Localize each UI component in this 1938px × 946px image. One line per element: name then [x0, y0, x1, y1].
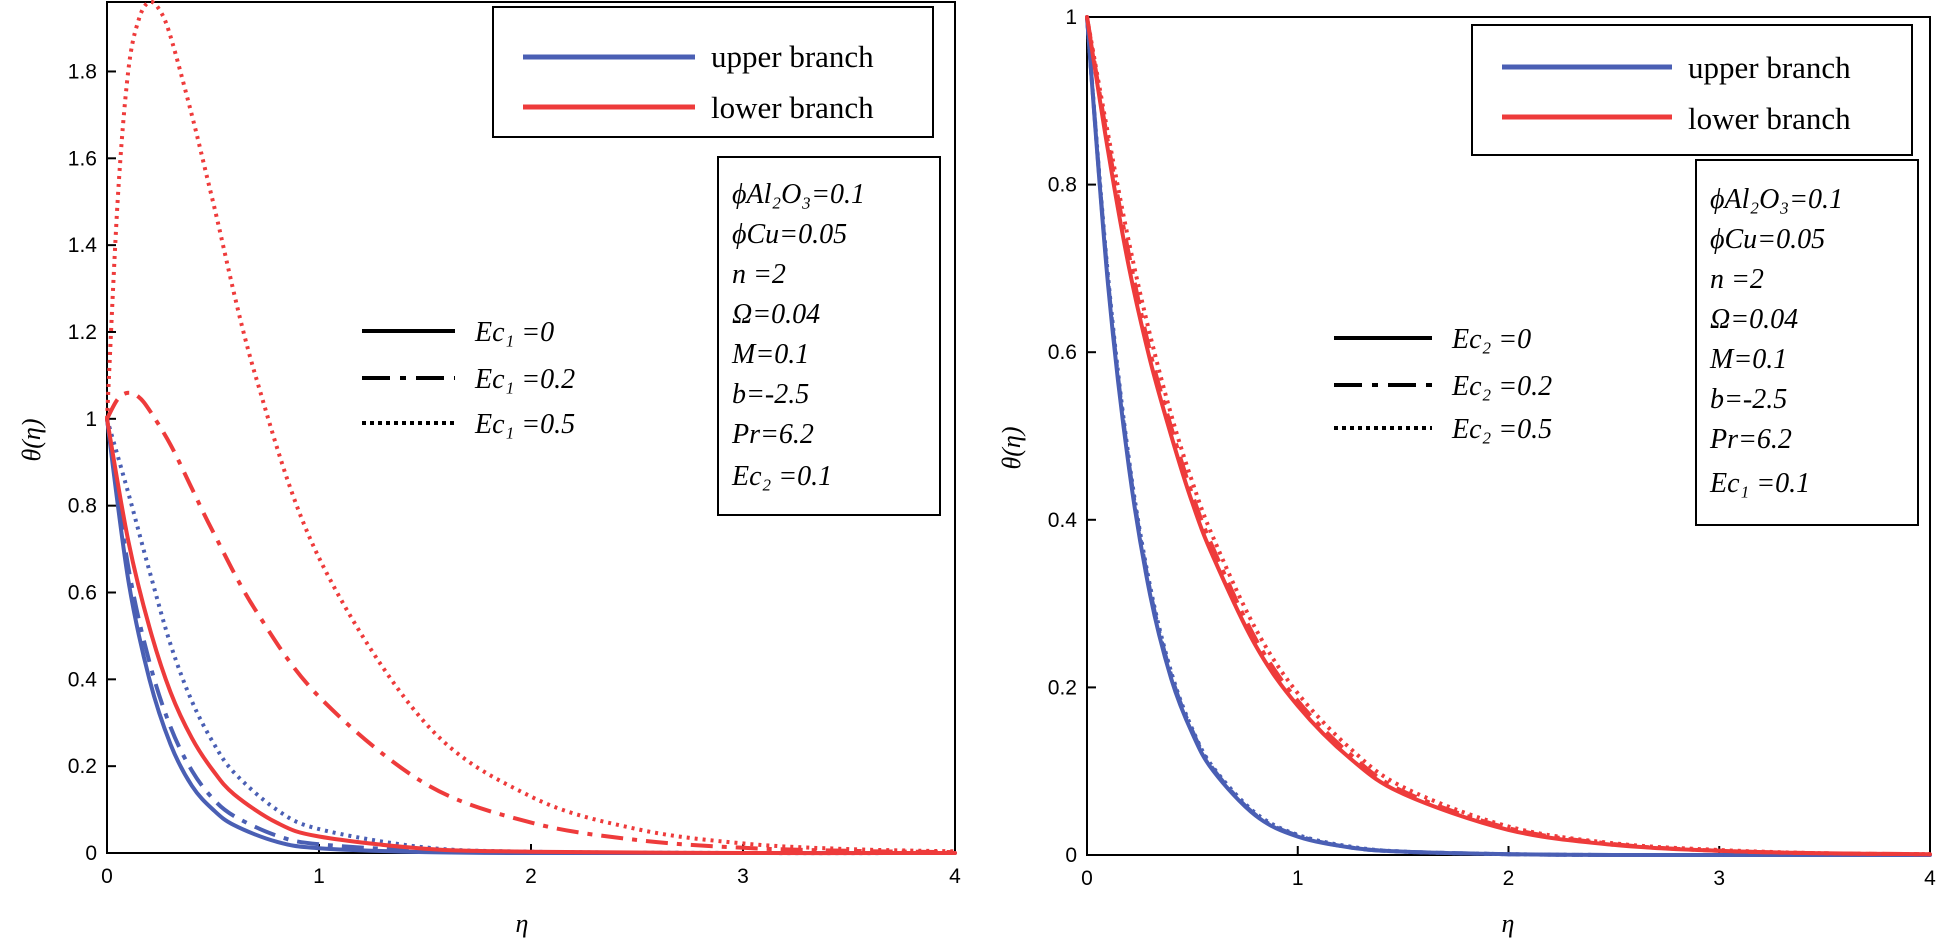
right-x-axis-label: η	[1502, 909, 1515, 938]
right-y-axis-label: θ(η)	[997, 427, 1026, 470]
legend-upper-label: upper branch	[711, 39, 874, 74]
left-y-tick-label: 0.4	[68, 668, 98, 691]
right-y-tick-label: 0.4	[1048, 509, 1078, 532]
right-style-legend-item: Ec₂ =0	[1451, 324, 1531, 355]
left-series-lower-dashdot	[105, 390, 956, 855]
right-color-legend: upper branch lower branch	[1471, 24, 1913, 156]
param-line: ϕCu=0.05	[1710, 224, 1825, 255]
left-curves	[105, 0, 957, 856]
right-y-tick-label: 0.6	[1048, 341, 1077, 364]
left-y-tick-label: 0.2	[68, 755, 97, 778]
param-line: ϕCu=0.05	[732, 219, 847, 250]
left-color-legend: upper branch lower branch	[492, 6, 934, 138]
left-style-legend-item: Ec₁ =0	[474, 317, 554, 348]
right-parameter-box: ϕAl₂O₃=0.1 ϕCu=0.05 n =2 Ω=0.04 M=0.1 b=…	[1695, 159, 1919, 526]
left-series-lower-solid	[105, 416, 957, 856]
left-series-lower-dot	[105, 0, 956, 854]
left-y-tick-label: 0	[85, 842, 97, 865]
left-x-tick-label: 1	[313, 865, 325, 888]
left-axis-ticks: 0 1 2 3 4 0 0.2 0.4 0.6 0.8 1 1.2 1.4 1.6 1.8	[68, 60, 961, 888]
right-x-tick-label: 0	[1081, 867, 1093, 890]
left-x-tick-label: 3	[737, 865, 749, 888]
right-y-tick-label: 0.2	[1048, 676, 1077, 699]
param-line: ϕAl₂O₃=0.1	[732, 179, 865, 210]
right-y-tick-label: 1	[1065, 6, 1077, 29]
param-line: Pr=6.2	[731, 419, 814, 450]
right-y-tick-label: 0	[1065, 844, 1077, 867]
left-y-tick-label: 1.2	[68, 321, 97, 344]
legend-lower-label: lower branch	[711, 90, 874, 125]
param-line: b=-2.5	[1710, 384, 1787, 415]
param-line: Pr=6.2	[1709, 424, 1792, 455]
left-x-axis-label: η	[516, 909, 529, 938]
param-line: M=0.1	[731, 339, 809, 370]
param-line: Ec₁ =0.1	[1709, 468, 1810, 499]
param-line: b=-2.5	[732, 379, 809, 410]
param-line: M=0.1	[1709, 344, 1787, 375]
left-style-legend-item: Ec₁ =0.2	[474, 364, 575, 395]
right-style-legend: Ec₂ =0 Ec₂ =0.2 Ec₂ =0.5	[1334, 324, 1552, 445]
right-x-tick-label: 1	[1292, 867, 1304, 890]
right-x-tick-label: 3	[1713, 867, 1725, 890]
right-x-tick-label: 4	[1924, 867, 1936, 890]
param-line: ϕAl₂O₃=0.1	[1710, 184, 1843, 215]
right-style-legend-item: Ec₂ =0.5	[1451, 414, 1552, 445]
param-line: n =2	[732, 259, 786, 290]
left-y-tick-label: 1.4	[68, 234, 98, 257]
right-x-tick-label: 2	[1503, 867, 1515, 890]
legend-lower-label: lower branch	[1688, 101, 1851, 136]
right-panel: 0 1 2 3 4 0 0.2 0.4 0.6 0.8 1 η θ(η) upper branch …	[997, 6, 1936, 938]
param-line: Ω=0.04	[732, 299, 820, 330]
left-style-legend: Ec₁ =0 Ec₁ =0.2 Ec₁ =0.5	[362, 317, 575, 440]
left-y-tick-label: 1	[85, 408, 97, 431]
left-style-legend-item: Ec₁ =0.5	[474, 409, 575, 440]
left-panel: 0 1 2 3 4 0 0.2 0.4 0.6 0.8 1 1.2 1.4 1.6 1.8 η θ(η) u…	[17, 0, 961, 938]
right-y-tick-label: 0.8	[1048, 174, 1077, 197]
right-series-upper-dot	[1085, 16, 1930, 858]
left-x-tick-label: 0	[101, 865, 113, 888]
left-y-axis-label: θ(η)	[17, 419, 46, 462]
right-curves	[1085, 15, 1932, 858]
left-x-tick-label: 4	[949, 865, 961, 888]
left-y-tick-label: 1.6	[68, 147, 97, 170]
param-line: Ω=0.04	[1710, 304, 1798, 335]
param-line: Ec₂ =0.1	[731, 461, 832, 492]
left-x-tick-label: 2	[525, 865, 537, 888]
left-y-tick-label: 0.6	[68, 581, 97, 604]
right-series-lower-solid	[1085, 15, 1932, 857]
right-style-legend-item: Ec₂ =0.2	[1451, 371, 1552, 402]
left-y-tick-label: 0.8	[68, 495, 97, 518]
left-parameter-box: ϕAl₂O₃=0.1 ϕCu=0.05 n =2 Ω=0.04 M=0.1 b=…	[717, 156, 941, 516]
legend-upper-label: upper branch	[1688, 50, 1851, 85]
left-y-tick-label: 1.8	[68, 60, 97, 83]
param-line: n =2	[1710, 264, 1764, 295]
